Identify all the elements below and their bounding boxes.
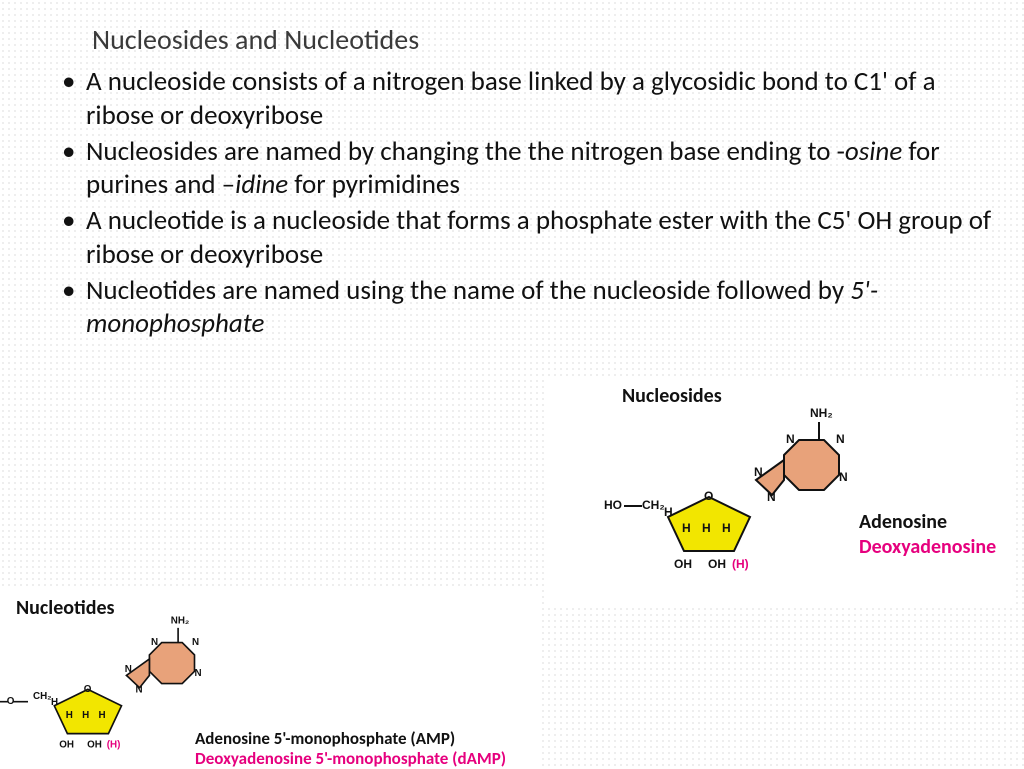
atom-label: HO — [604, 498, 622, 512]
atom-label-pink: (H) — [732, 557, 749, 571]
atom-label: N — [195, 667, 202, 678]
compound-name-alt: Deoxyadenosine — [859, 535, 996, 559]
atom-label: OH — [59, 739, 74, 750]
adenine-base-icon — [117, 618, 215, 696]
bullet-item: A nucleoside consists of a nitrogen base… — [58, 65, 994, 133]
phosphate-group-icon: O O P O O — [0, 675, 28, 737]
atom-label: H — [682, 521, 691, 535]
atom-label: OH — [708, 557, 726, 571]
atom-label: N — [151, 636, 158, 647]
compound-name-alt: Deoxyadenosine 5'-monophosphate (dAMP) — [195, 748, 506, 769]
atom-label: OH — [87, 739, 102, 750]
atom-label: O — [704, 489, 713, 503]
atom-label: H — [722, 521, 731, 535]
ribose-sugar-icon: O H H H H OH OH (H) — [51, 688, 125, 741]
bullet-italic: osine — [845, 135, 902, 168]
bullet-item: A nucleotide is a nucleoside that forms … — [58, 204, 994, 272]
compound-name: Adenosine — [859, 510, 947, 534]
atom-label: N — [135, 684, 142, 695]
atom-label: N — [767, 490, 776, 504]
atom-label: O — [7, 695, 15, 706]
panel-heading: Nucleotides — [16, 596, 115, 620]
atom-label: CH₂ — [642, 498, 665, 512]
atom-label: N — [839, 470, 848, 484]
bullet-text: A nucleoside consists of a nitrogen base… — [86, 65, 936, 132]
nucleosides-panel: Nucleosides NH₂ N N N N N O H H H H OH O… — [544, 380, 1014, 605]
atom-label: CH₂ — [33, 690, 52, 701]
atom-label-pink: (H) — [107, 739, 121, 750]
slide-content: Nucleosides and Nucleotides A nucleoside… — [0, 0, 1024, 341]
panel-heading: Nucleosides — [622, 384, 722, 408]
atom-label: N — [786, 432, 795, 446]
bullet-text: Nucleosides are named by changing the th… — [86, 135, 845, 168]
adenine-base-icon — [744, 410, 864, 505]
atom-label: O — [84, 683, 92, 694]
atom-label: H — [702, 521, 711, 535]
bullet-text: A nucleotide is a nucleoside that forms … — [86, 204, 991, 271]
atom-label: NH₂ — [171, 615, 190, 626]
bullet-text: for pyrimidines — [288, 168, 460, 201]
atom-label: H — [51, 696, 58, 707]
nucleotides-panel: Nucleotides NH₂ N N N N N O H H H H OH O… — [0, 590, 540, 768]
atom-label: N — [754, 465, 763, 479]
atom-label: OH — [674, 557, 692, 571]
ribose-sugar-icon: O H H H H OH OH (H) — [664, 495, 754, 560]
atom-label: H — [82, 709, 89, 720]
atom-label: N — [192, 636, 199, 647]
bullet-item: Nucleosides are named by changing the th… — [58, 135, 994, 203]
compound-name: Adenosine 5'-monophosphate (AMP) — [195, 728, 455, 749]
bullet-text: Nucleotides are named using the name of … — [86, 274, 850, 307]
atom-label: N — [836, 432, 845, 446]
atom-label: H — [99, 709, 106, 720]
bullet-italic: idine — [235, 168, 288, 201]
bullet-item: Nucleotides are named using the name of … — [58, 274, 994, 342]
atom-label: NH₂ — [810, 406, 833, 420]
atom-label: H — [66, 709, 73, 720]
atom-label: N — [125, 663, 132, 674]
slide-title: Nucleosides and Nucleotides — [0, 0, 1024, 65]
bullet-list: A nucleoside consists of a nitrogen base… — [0, 65, 1024, 341]
